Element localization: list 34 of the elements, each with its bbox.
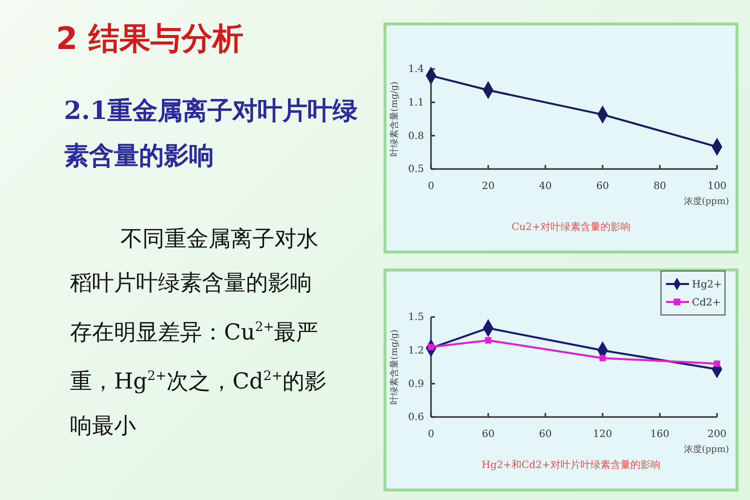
x-tick-label: 80 <box>653 181 666 192</box>
text: 2.1重金属离子对叶片叶绿素含量的影响 <box>64 95 358 172</box>
y-tick-label: 0.6 <box>408 412 424 424</box>
y-tick-label: 1.4 <box>408 64 424 76</box>
x-tick-label: 0 <box>428 429 434 440</box>
y-tick-label: 0.9 <box>408 378 424 390</box>
y-tick-label: 1.5 <box>408 312 424 324</box>
legend-label: Hg2+ <box>692 280 722 290</box>
y-tick-label: 0.5 <box>408 164 424 176</box>
text: Hg2+和Cd2+对叶片叶绿素含量的影响 <box>482 459 660 471</box>
x-tick-label: 60 <box>482 429 495 440</box>
text: 2 结果与分析 <box>56 20 244 59</box>
x-tick-label: 20 <box>482 181 495 192</box>
x-tick-label: 120 <box>593 429 612 440</box>
x-tick-label: 60 <box>539 429 552 440</box>
x-axis-title: 浓度(ppm) <box>684 444 729 455</box>
legend-label: Cd2+ <box>692 298 721 308</box>
y-tick-label: 1.2 <box>408 346 424 357</box>
text: 不同重金属离子对水稻叶片叶绿素含量的影响存在明显差异：Cu$^{2+}$最严重，Hg$^{2+}$次之，Cd$^{2+}$的影响最小 <box>70 227 327 439</box>
x-tick-label: 60 <box>596 181 609 192</box>
x-tick-label: 100 <box>707 181 727 192</box>
point <box>599 354 606 362</box>
x-tick-label: 40 <box>539 181 552 192</box>
y-tick-label: 0.8 <box>408 130 424 142</box>
x-tick-label: 200 <box>707 429 727 440</box>
y-axis-title: 叶绿素含量(mg/g) <box>389 81 400 157</box>
x-tick-label: 0 <box>428 181 434 192</box>
point <box>714 360 720 367</box>
point <box>485 337 492 344</box>
y-tick-label: 1.1 <box>408 98 424 109</box>
text: Cu2+对叶绿素含量的影响 <box>512 221 630 233</box>
y-axis-title: 叶绿素含量(mg/g) <box>389 329 400 405</box>
x-tick-label: 160 <box>650 429 670 440</box>
x-axis-title: 浓度(ppm) <box>684 196 729 207</box>
